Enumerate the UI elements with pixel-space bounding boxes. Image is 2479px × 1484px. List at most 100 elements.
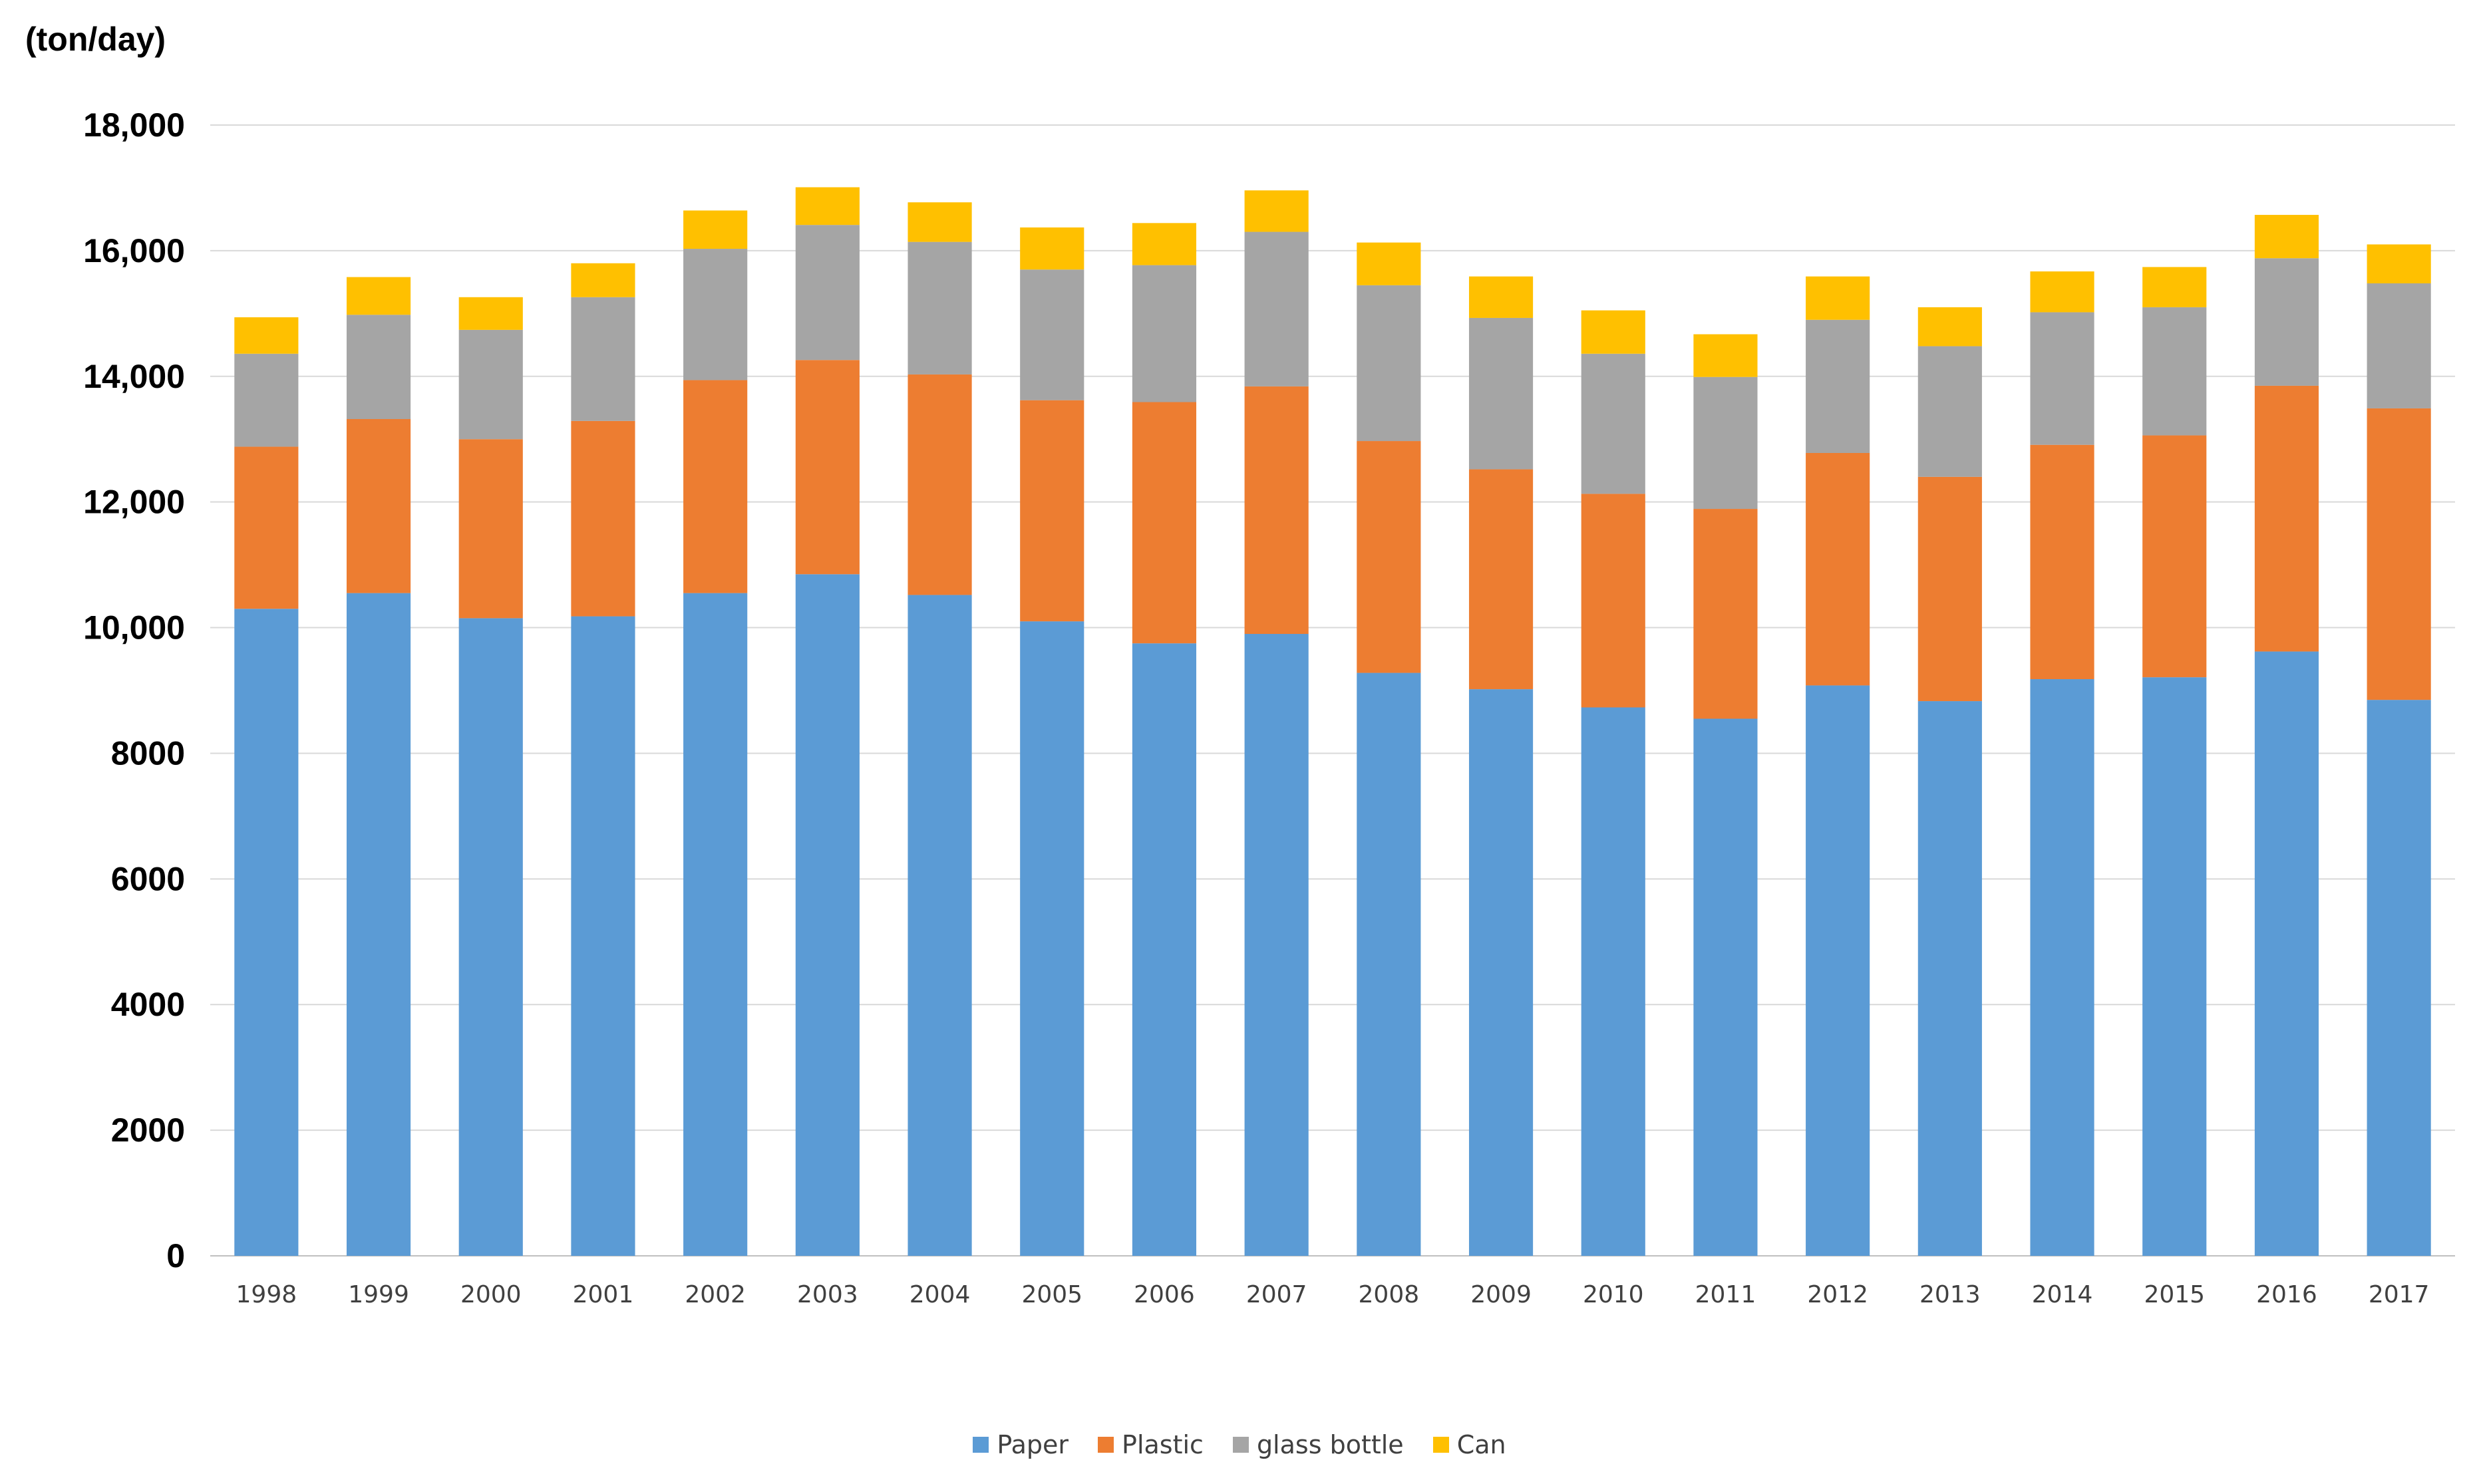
bar-paper <box>908 595 972 1256</box>
bar-plastic <box>1132 402 1197 644</box>
legend-swatch <box>1098 1437 1114 1453</box>
bar-can <box>2142 267 2207 307</box>
y-tick-label: 0 <box>166 1237 185 1274</box>
bar-plastic <box>346 419 411 593</box>
bar-can <box>1020 227 1084 270</box>
legend-swatch <box>1432 1437 1449 1453</box>
y-tick-label: 8000 <box>111 734 185 772</box>
x-tick-label: 2009 <box>1470 1281 1532 1308</box>
bar-can <box>1917 307 1982 347</box>
bar-plastic <box>1806 453 1870 686</box>
bar-plastic <box>2367 408 2431 700</box>
bar-glass-bottle <box>1468 317 1534 470</box>
bar-can <box>1357 242 1421 285</box>
x-tick-label: 2011 <box>1695 1281 1756 1308</box>
bar-paper <box>1806 685 1870 1256</box>
bar-paper <box>2142 677 2207 1256</box>
bar-paper <box>683 593 748 1256</box>
bar-plastic <box>2254 385 2319 652</box>
bar-can <box>1244 190 1309 232</box>
bar-paper <box>795 574 860 1256</box>
x-tick-label: 2005 <box>1021 1281 1082 1308</box>
bar-paper <box>234 609 299 1256</box>
bar-paper <box>2030 679 2094 1256</box>
bar-can <box>795 187 860 225</box>
bar-can <box>458 297 523 330</box>
bar-paper <box>1693 718 1758 1256</box>
bar-paper <box>1132 643 1197 1256</box>
legend-item: Can <box>1432 1430 1506 1459</box>
legend-item: glass bottle <box>1232 1430 1404 1459</box>
x-tick-label: 2003 <box>797 1281 858 1308</box>
x-tick-label: 2006 <box>1134 1281 1195 1308</box>
bar-glass-bottle <box>908 241 972 374</box>
bar-can <box>1468 276 1534 318</box>
x-tick-label: 2002 <box>685 1281 746 1308</box>
bar-can <box>1806 276 1870 320</box>
bar-can <box>2030 271 2094 313</box>
x-tick-label: 1999 <box>348 1281 409 1308</box>
bar-plastic <box>1357 441 1421 673</box>
bar-glass-bottle <box>2367 283 2431 408</box>
y-tick-label: 12,000 <box>83 484 185 521</box>
legend-label: Paper <box>997 1430 1069 1459</box>
x-tick-label: 2016 <box>2256 1281 2317 1308</box>
legend-label: Can <box>1456 1430 1506 1459</box>
y-tick-label: 6000 <box>111 860 185 897</box>
bar-paper <box>2367 700 2431 1256</box>
bar-plastic <box>1917 476 1982 702</box>
x-tick-label: 2007 <box>1246 1281 1307 1308</box>
x-tick-label: 2010 <box>1583 1281 1644 1308</box>
legend-label: glass bottle <box>1256 1430 1404 1459</box>
bar-glass-bottle <box>1806 319 1870 453</box>
bar-glass-bottle <box>234 353 299 447</box>
bar-plastic <box>2030 444 2094 679</box>
bar-paper <box>346 593 411 1256</box>
y-tick-label: 16,000 <box>83 232 185 269</box>
legend-item: Plastic <box>1098 1430 1204 1459</box>
bar-glass-bottle <box>2254 258 2319 386</box>
bar-glass-bottle <box>1357 285 1421 442</box>
bar-paper <box>571 616 635 1256</box>
bar-glass-bottle <box>2030 312 2094 445</box>
x-tick-label: 2012 <box>1807 1281 1868 1308</box>
y-tick-label: 4000 <box>111 986 185 1023</box>
bar-plastic <box>683 380 748 593</box>
bar-plastic <box>571 420 635 617</box>
x-tick-label: 2017 <box>2369 1281 2430 1308</box>
y-tick-label: 10,000 <box>83 609 185 647</box>
bar-plastic <box>234 446 299 609</box>
bar-plastic <box>1244 386 1309 634</box>
bar-paper <box>1020 621 1084 1256</box>
bar-glass-bottle <box>683 249 748 380</box>
bar-glass-bottle <box>346 315 411 419</box>
x-tick-label: 2000 <box>460 1281 522 1308</box>
bar-glass-bottle <box>458 329 523 440</box>
y-tick-label: 18,000 <box>83 106 185 144</box>
x-tick-label: 2014 <box>2032 1281 2093 1308</box>
legend-label: Plastic <box>1122 1430 1204 1459</box>
x-tick-label: 2001 <box>573 1281 634 1308</box>
bar-paper <box>1917 701 1982 1256</box>
bar-can <box>1693 334 1758 377</box>
bar-paper <box>1357 672 1421 1256</box>
bar-plastic <box>1468 469 1534 690</box>
bar-glass-bottle <box>1917 346 1982 477</box>
bar-can <box>2367 244 2431 283</box>
bar-paper <box>2254 651 2319 1256</box>
bar-glass-bottle <box>2142 307 2207 436</box>
bar-paper <box>1468 689 1534 1256</box>
bar-glass-bottle <box>1132 265 1197 402</box>
x-tick-label: 2015 <box>2144 1281 2205 1308</box>
bar-can <box>908 202 972 242</box>
bar-can <box>1132 223 1197 265</box>
bar-glass-bottle <box>795 225 860 361</box>
bar-can <box>2254 215 2319 259</box>
bar-can <box>234 317 299 354</box>
x-tick-label: 2008 <box>1359 1281 1420 1308</box>
x-tick-label: 2004 <box>909 1281 971 1308</box>
bar-can <box>1581 310 1645 354</box>
legend-swatch <box>973 1437 989 1453</box>
